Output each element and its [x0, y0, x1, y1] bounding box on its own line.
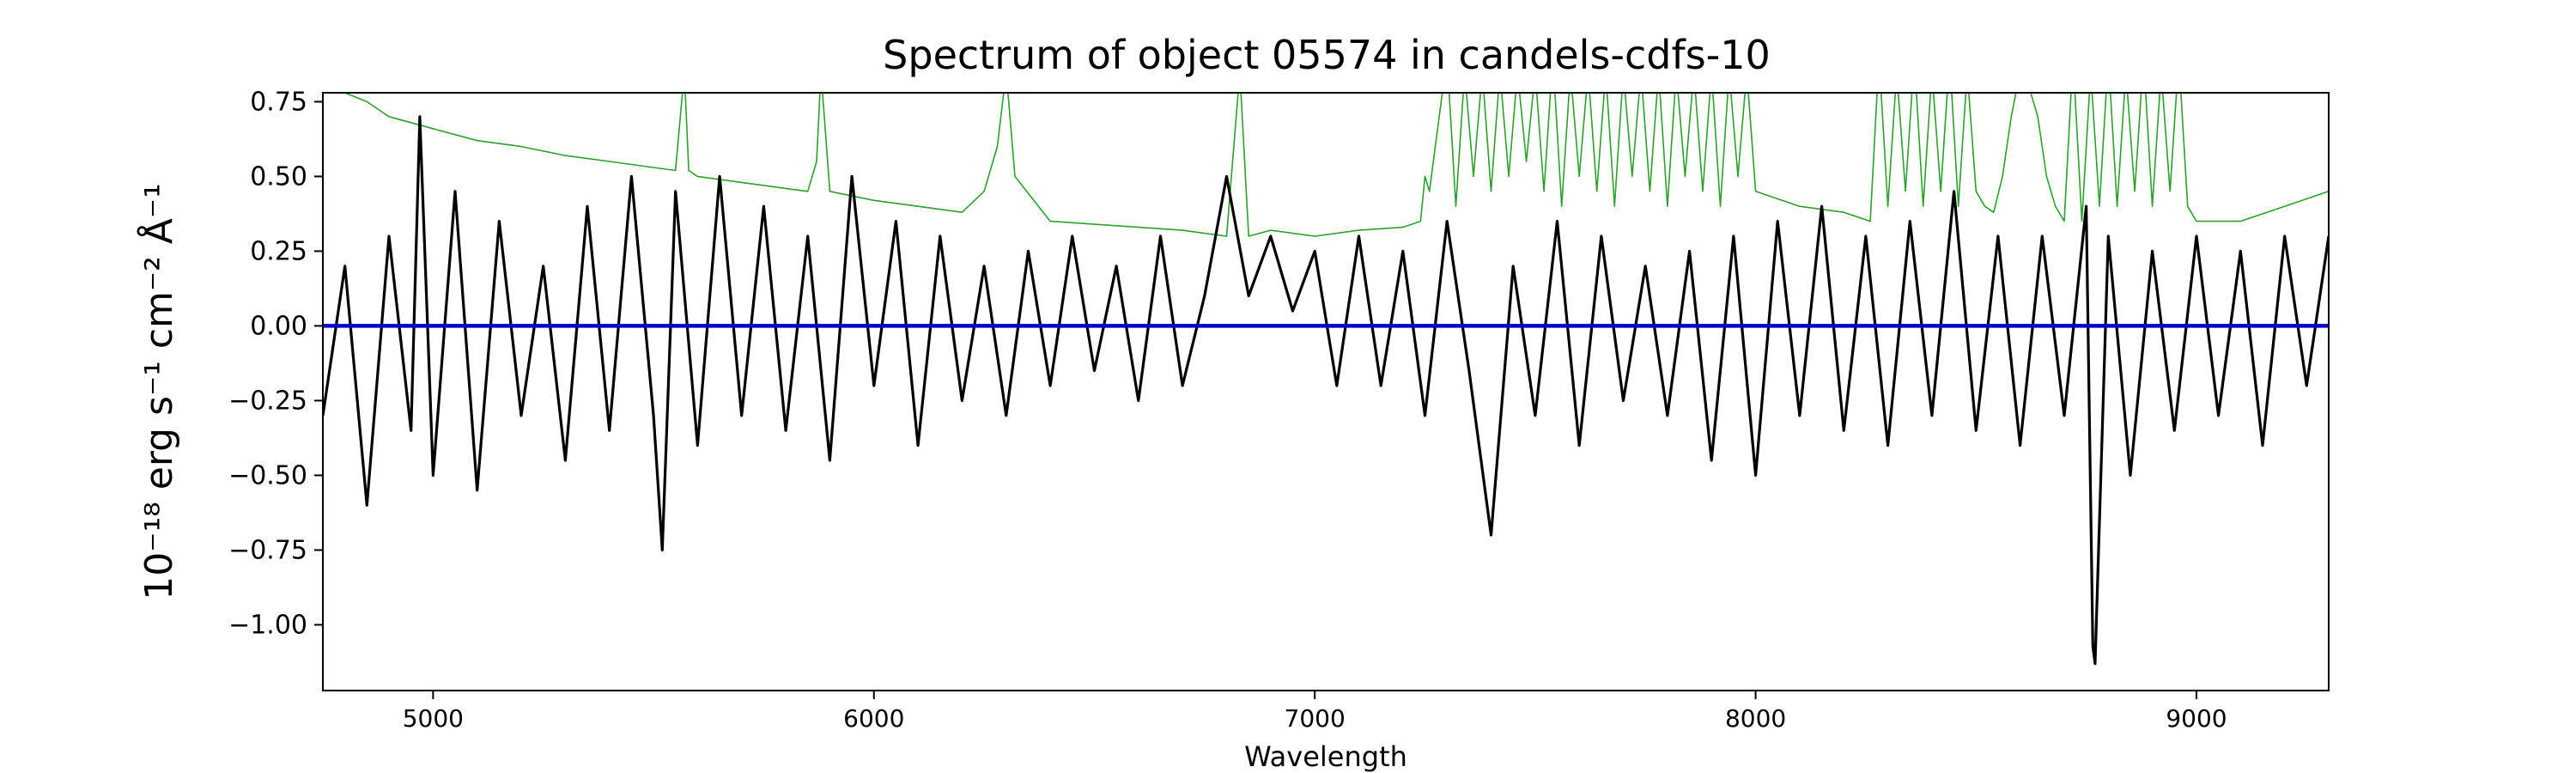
y-tick-label: 0.75	[250, 87, 307, 117]
y-tick-label: −0.75	[228, 535, 307, 565]
y-tick-label: −0.50	[228, 460, 307, 490]
x-tick-label: 7000	[1285, 704, 1346, 733]
x-tick-label: 5000	[403, 704, 464, 733]
y-tick-label: 0.00	[250, 311, 307, 341]
y-tick-label: 0.25	[250, 236, 307, 266]
plot-area: 5000 6000 7000 8000 9000 0.75 0.50 0.25 0.00 −0.…	[228, 87, 2330, 733]
plot-frame	[322, 92, 2330, 691]
x-tick-label: 6000	[843, 704, 904, 733]
error-series-line	[343, 93, 2329, 237]
x-tick-label: 8000	[1725, 704, 1786, 733]
flux-series-line	[323, 115, 2329, 666]
x-axis-label: Wavelength	[1244, 740, 1407, 773]
y-tick-label: 0.50	[250, 161, 307, 192]
y-axis-label: 10⁻¹⁸ erg s⁻¹ cm⁻² Å⁻¹	[136, 183, 181, 600]
x-tick-label: 9000	[2166, 704, 2227, 733]
chart-title: Spectrum of object 05574 in candels-cdfs…	[883, 32, 1771, 78]
y-tick-label: −1.00	[228, 610, 307, 640]
y-tick-label: −0.25	[228, 386, 307, 416]
